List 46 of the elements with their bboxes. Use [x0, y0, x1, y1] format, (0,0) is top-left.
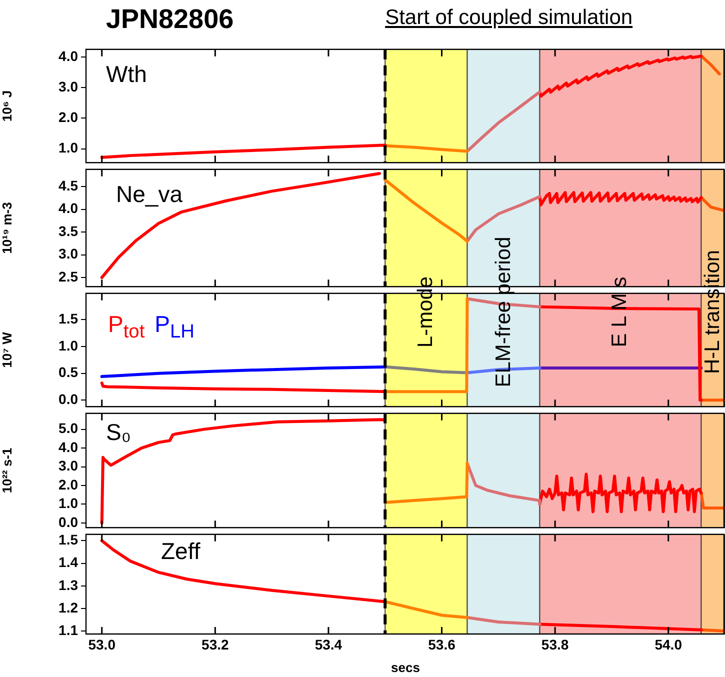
y-tick-label: 0.5 [58, 364, 78, 380]
y-tick-label: 4.0 [58, 438, 78, 455]
y-axis-title: 10⁷ W [0, 331, 14, 368]
band-label: E L M s [608, 276, 632, 348]
y-tick-label: 0.0 [58, 514, 78, 530]
y-tick-label: 1.4 [58, 554, 78, 570]
y-tick-label: 2.0 [58, 476, 78, 492]
y-tick-label: 1.5 [58, 532, 78, 548]
band-label: H-L transition [701, 250, 725, 374]
y-tick-label: 1.1 [58, 622, 78, 638]
annotation: Ne_va [116, 181, 182, 208]
x-axis-title: secs [391, 660, 420, 675]
series-label: P$_{tot}$ [108, 311, 145, 343]
y-tick-label: 5.0 [58, 420, 78, 436]
y-tick-label: 1.0 [58, 495, 78, 512]
x-tick-label: 54.0 [654, 636, 682, 652]
x-tick-label: 53.2 [202, 636, 229, 652]
series-label: P$_{LH}$ [154, 311, 194, 343]
ref-line-label: Start of coupled simulation [385, 6, 633, 30]
y-tick-label: 4.5 [58, 178, 78, 194]
y-axis-title: 10²² s-1 [0, 448, 14, 494]
y-tick-label: 2.0 [58, 109, 78, 126]
y-tick-label: 1.3 [58, 576, 78, 593]
y-tick-label: 3.5 [58, 222, 78, 239]
y-tick-label: 0.0 [58, 391, 78, 408]
y-tick-label: 3.0 [58, 458, 78, 474]
annotation: Wth [106, 61, 147, 88]
y-tick-label: 2.5 [58, 268, 78, 284]
x-tick-label: 53.6 [428, 636, 456, 652]
y-tick-label: 1.0 [58, 337, 78, 354]
y-axis-title: 10¹⁹ m-3 [0, 202, 14, 254]
y-tick-label: 4.0 [58, 200, 78, 216]
chart-title: JPN82806 [106, 4, 234, 35]
y-tick-label: 3.0 [58, 78, 78, 95]
annotation: S₀ [106, 419, 131, 446]
y-tick-label: 1.5 [58, 310, 78, 327]
annotation: Zeff [161, 538, 200, 566]
band-label: L-mode [414, 276, 438, 348]
x-tick-label: 53.4 [314, 636, 342, 652]
y-tick-label: 3.0 [58, 246, 78, 262]
y-tick-label: 4.0 [58, 48, 78, 64]
x-tick-label: 53.0 [88, 636, 116, 652]
y-tick-label: 1.2 [58, 599, 78, 616]
x-tick-label: 53.8 [541, 636, 569, 652]
y-tick-label: 1.0 [58, 140, 78, 156]
y-axis-title: 10⁶ J [0, 90, 14, 122]
